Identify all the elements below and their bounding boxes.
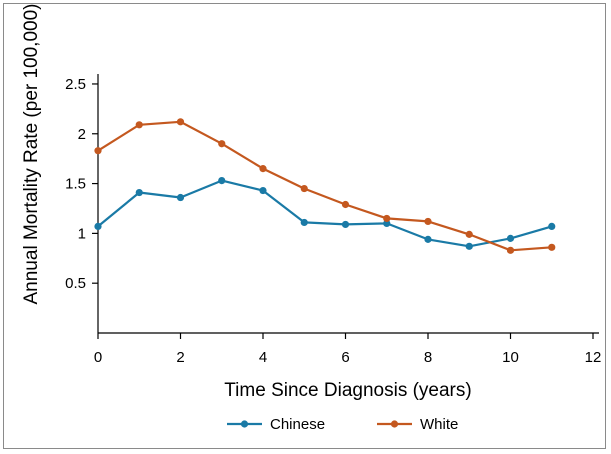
data-point-chinese (341, 220, 350, 229)
y-axis-ticks: 0.5 1 1.5 2 2.5 (65, 76, 98, 292)
data-point-white (506, 246, 515, 254)
y-tick-label: 1 (78, 225, 86, 242)
data-point-white (94, 147, 102, 155)
data-point-chinese (218, 176, 226, 185)
data-point-white (548, 243, 556, 251)
y-tick-label: 0.5 (65, 275, 86, 292)
data-point-chinese (506, 234, 515, 242)
y-tick-label: 1.5 (65, 176, 86, 193)
x-axis-title: Time Since Diagnosis (years) (224, 380, 471, 401)
y-axis-title: Annual Mortality Rate (per 100,000) (21, 4, 42, 305)
series-white (94, 118, 556, 254)
x-tick-label: 12 (585, 349, 602, 366)
x-tick-label: 6 (341, 349, 349, 366)
series-line-white (97, 120, 552, 252)
legend: Chinese White (227, 416, 458, 433)
legend-label: White (420, 416, 458, 433)
legend-item-white: White (377, 416, 458, 433)
data-point-chinese (300, 218, 308, 227)
legend-swatch-marker (390, 420, 399, 428)
legend-item-chinese: Chinese (227, 416, 325, 433)
plot-area: 0.5 1 1.5 2 2.5 0 2 4 6 8 10 12 (65, 74, 601, 366)
series-line-chinese (97, 179, 553, 248)
data-point-chinese (135, 188, 143, 197)
x-axis-ticks: 0 2 4 6 8 10 12 (94, 333, 602, 366)
data-point-chinese (176, 193, 185, 202)
data-point-white (300, 184, 308, 193)
data-point-chinese (424, 235, 432, 243)
data-point-white (218, 140, 226, 148)
x-tick-label: 2 (176, 349, 184, 366)
x-tick-label: 10 (502, 349, 519, 366)
data-point-chinese (383, 219, 391, 228)
x-tick-label: 4 (259, 349, 267, 366)
figure-frame (3, 3, 606, 449)
data-point-white (135, 121, 143, 129)
data-point-white (341, 200, 350, 209)
x-tick-label: 8 (424, 349, 432, 366)
y-tick-label: 2 (78, 126, 86, 143)
data-point-white (465, 230, 473, 238)
legend-label: Chinese (270, 416, 325, 433)
data-point-white (259, 165, 267, 173)
data-point-chinese (94, 222, 102, 231)
data-point-chinese (548, 222, 556, 231)
series-layer (94, 118, 556, 254)
data-point-white (176, 118, 185, 126)
data-point-white (383, 214, 391, 223)
legend-swatch-marker (240, 420, 249, 428)
data-point-chinese (259, 186, 267, 195)
series-chinese (94, 176, 556, 250)
data-point-chinese (465, 242, 473, 250)
data-point-white (424, 217, 432, 226)
y-tick-label: 2.5 (65, 76, 86, 93)
x-tick-label: 0 (94, 349, 102, 366)
